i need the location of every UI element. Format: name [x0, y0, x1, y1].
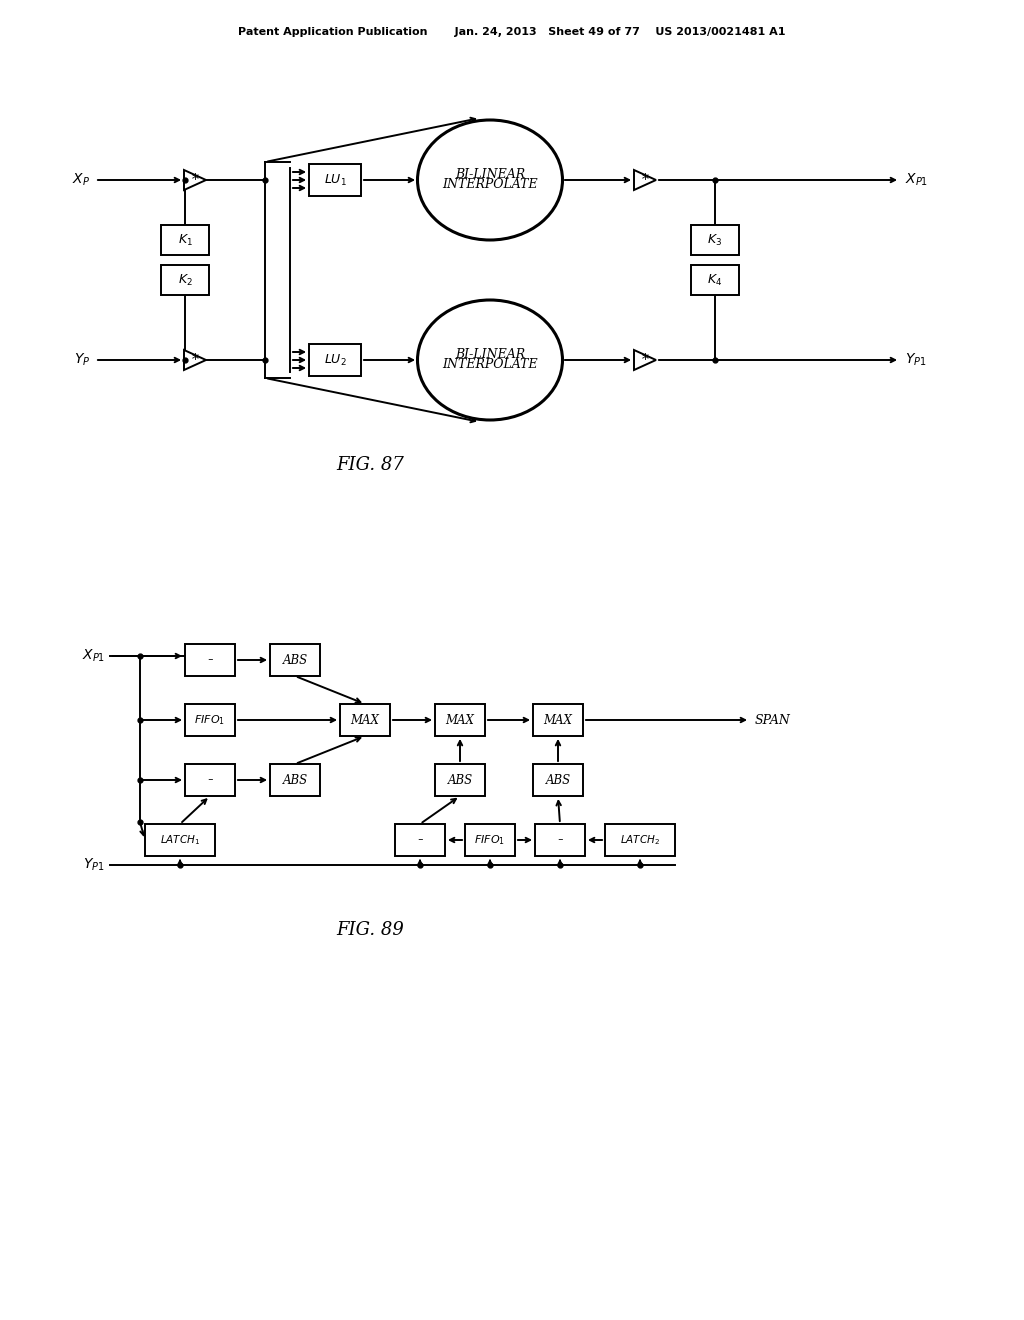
Text: $LU_1$: $LU_1$	[324, 173, 346, 187]
Text: FIG. 89: FIG. 89	[336, 921, 403, 939]
Bar	[270, 644, 319, 676]
Bar	[161, 224, 209, 255]
Bar	[534, 764, 583, 796]
Bar	[270, 764, 319, 796]
Text: $Y_P$: $Y_P$	[74, 352, 90, 368]
Ellipse shape	[418, 120, 562, 240]
Text: $Y_{P1}$: $Y_{P1}$	[905, 352, 927, 368]
Bar	[435, 704, 485, 737]
Text: SPAN: SPAN	[755, 714, 791, 726]
Text: INTERPOLATE: INTERPOLATE	[442, 178, 538, 191]
Bar	[145, 824, 215, 855]
Bar	[435, 764, 485, 796]
Text: ABS: ABS	[283, 774, 307, 787]
Text: BI-LINEAR: BI-LINEAR	[455, 348, 525, 362]
Bar	[340, 704, 390, 737]
Text: INTERPOLATE: INTERPOLATE	[442, 359, 538, 371]
Bar	[534, 704, 583, 737]
Text: $K_3$: $K_3$	[708, 232, 723, 248]
Bar	[691, 265, 739, 294]
Text: $K_4$: $K_4$	[708, 272, 723, 288]
Bar	[691, 224, 739, 255]
Text: $FIFO_1$: $FIFO_1$	[474, 833, 506, 847]
Bar	[185, 764, 234, 796]
Bar	[535, 824, 585, 855]
Text: $FIFO_1$: $FIFO_1$	[195, 713, 225, 727]
Text: ABS: ABS	[447, 774, 472, 787]
Text: MAX: MAX	[350, 714, 380, 726]
Bar	[395, 824, 445, 855]
Polygon shape	[184, 350, 206, 370]
Text: *: *	[642, 352, 648, 367]
Text: $X_{P1}$: $X_{P1}$	[82, 648, 105, 664]
Text: MAX: MAX	[544, 714, 572, 726]
Text: MAX: MAX	[445, 714, 474, 726]
Text: BI-LINEAR: BI-LINEAR	[455, 169, 525, 181]
Text: $X_{P1}$: $X_{P1}$	[905, 172, 928, 189]
Bar	[309, 164, 361, 195]
Text: $X_P$: $X_P$	[72, 172, 90, 189]
Bar	[185, 704, 234, 737]
Text: $LATCH_1$: $LATCH_1$	[160, 833, 200, 847]
Text: ABS: ABS	[283, 653, 307, 667]
Polygon shape	[634, 170, 656, 190]
Text: $LU_2$: $LU_2$	[324, 352, 346, 367]
Polygon shape	[634, 350, 656, 370]
Text: -: -	[417, 832, 423, 849]
Polygon shape	[184, 170, 206, 190]
Text: -: -	[557, 832, 563, 849]
Bar	[309, 345, 361, 376]
Text: Patent Application Publication       Jan. 24, 2013   Sheet 49 of 77    US 2013/0: Patent Application Publication Jan. 24, …	[239, 26, 785, 37]
Text: ABS: ABS	[546, 774, 570, 787]
Text: *: *	[191, 173, 199, 187]
Bar	[161, 265, 209, 294]
Bar	[465, 824, 515, 855]
Ellipse shape	[418, 300, 562, 420]
Text: FIG. 87: FIG. 87	[336, 455, 403, 474]
Text: $LATCH_2$: $LATCH_2$	[620, 833, 660, 847]
Text: -: -	[207, 771, 213, 788]
Text: $K_2$: $K_2$	[177, 272, 193, 288]
Text: *: *	[642, 173, 648, 187]
Bar	[185, 644, 234, 676]
Text: -: -	[207, 652, 213, 668]
Text: $Y_{P1}$: $Y_{P1}$	[83, 857, 105, 874]
Text: $K_1$: $K_1$	[177, 232, 193, 248]
Text: *: *	[191, 352, 199, 367]
Bar	[605, 824, 675, 855]
